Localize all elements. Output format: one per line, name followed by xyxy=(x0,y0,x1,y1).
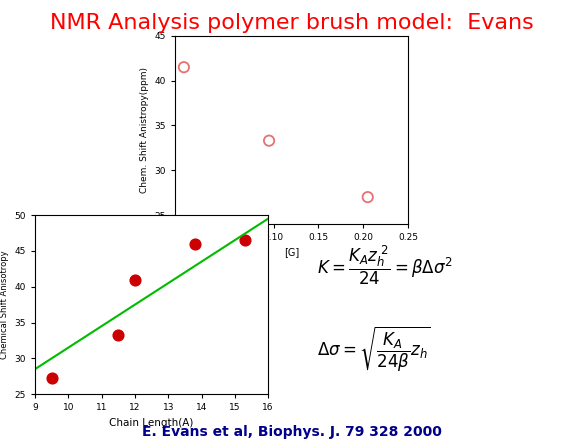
Text: E. Evans et al, Biophys. J. 79 328 2000: E. Evans et al, Biophys. J. 79 328 2000 xyxy=(142,425,441,439)
Point xyxy=(190,240,199,247)
Point xyxy=(130,276,139,283)
Point xyxy=(114,332,123,339)
Point xyxy=(47,375,57,382)
Y-axis label: Chem. Shift Anistropy(ppm): Chem. Shift Anistropy(ppm) xyxy=(140,67,149,193)
Point xyxy=(363,194,373,201)
Point xyxy=(240,237,250,244)
X-axis label: [G]: [G] xyxy=(284,248,299,258)
Text: NMR Analysis polymer brush model:  Evans: NMR Analysis polymer brush model: Evans xyxy=(50,13,533,34)
Point xyxy=(179,64,188,71)
Point xyxy=(265,137,274,144)
Y-axis label: Chemical Shift Anisotropy: Chemical Shift Anisotropy xyxy=(0,250,9,359)
Text: $K = \dfrac{K_A z_h^{\ 2}}{24} = \beta\Delta\sigma^2$: $K = \dfrac{K_A z_h^{\ 2}}{24} = \beta\D… xyxy=(317,244,452,287)
Text: $\Delta\sigma = \sqrt{\dfrac{K_A}{24\beta}z_h}$: $\Delta\sigma = \sqrt{\dfrac{K_A}{24\bet… xyxy=(317,325,431,374)
X-axis label: Chain Length(A): Chain Length(A) xyxy=(110,418,194,428)
